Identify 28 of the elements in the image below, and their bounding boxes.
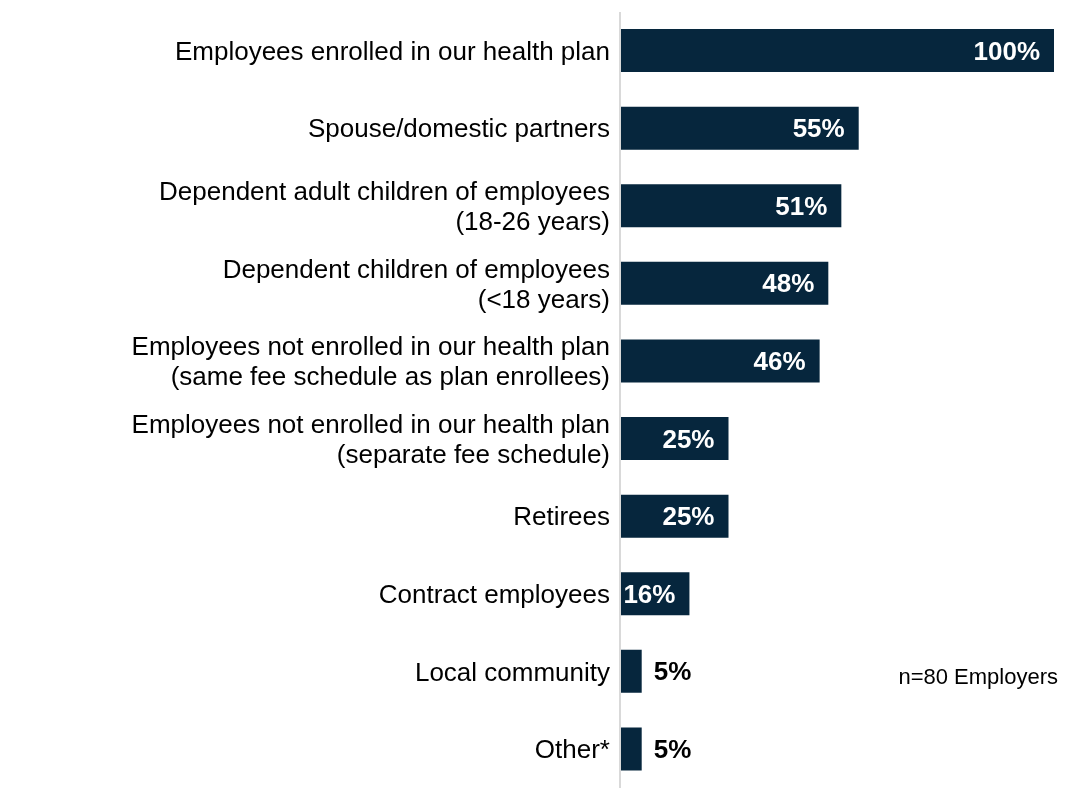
bar [620, 339, 820, 383]
y-tick-label: Dependent adult children of employees (18-26 years) [159, 176, 610, 236]
data-label: 25% [662, 423, 715, 454]
y-tick-label: Spouse/domestic partners [307, 113, 610, 144]
y-tick-label: Employees not enrolled in our health plan (separate fee schedule) [131, 408, 610, 469]
y-tick-label: Employees enrolled in our health plan [174, 35, 610, 66]
annotation: n=80 Employers [898, 664, 1058, 690]
data-label: 25% [662, 501, 715, 532]
data-label: 51% [775, 190, 828, 221]
bar [620, 184, 842, 228]
y-tick-label: Retirees [513, 501, 610, 532]
data-label: 55% [792, 113, 845, 144]
bar [620, 261, 829, 305]
data-label: 5% [653, 656, 692, 687]
y-tick-label: Other* [534, 734, 610, 765]
data-label: 16% [623, 578, 676, 609]
bar [620, 106, 859, 150]
data-label: 100% [973, 35, 1040, 66]
y-tick-label: Contract employees [378, 579, 610, 609]
y-tick-label: Local community [414, 656, 610, 687]
data-label: 48% [762, 268, 815, 299]
data-label: 5% [653, 733, 692, 764]
y-tick-label: Employees not enrolled in our health plan (same fee schedule as plan enrollees) [131, 331, 610, 392]
bar [620, 727, 642, 771]
bar [620, 649, 642, 693]
data-label: 46% [753, 345, 806, 376]
y-tick-label: Dependent children of employees (<18 years) [222, 253, 610, 314]
bar [620, 29, 1054, 73]
